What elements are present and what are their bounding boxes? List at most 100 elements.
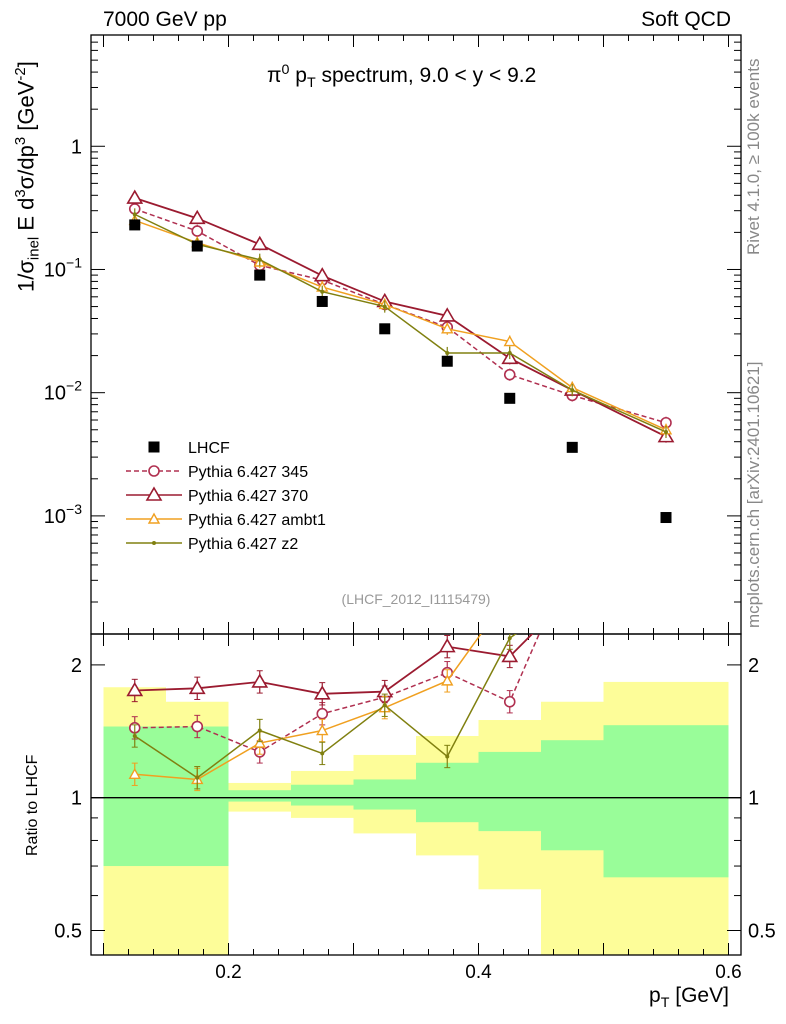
ratio-point-ambt1 xyxy=(661,477,671,486)
point-ambt1 xyxy=(503,335,516,347)
ratio-y-tick-label: 1 xyxy=(71,788,82,810)
point-z2 xyxy=(320,289,325,294)
title-p: p xyxy=(289,64,307,87)
header-right: Soft QCD xyxy=(641,8,731,31)
ratio-y-tick-label-right: 0.5 xyxy=(748,921,776,943)
main-series xyxy=(126,189,675,524)
ratio-point-p370 xyxy=(438,638,456,653)
series-line-z2 xyxy=(134,213,667,433)
ratio-point-p370 xyxy=(126,681,144,697)
point-z2 xyxy=(382,304,387,309)
ratio-point-p370 xyxy=(565,587,579,599)
chart-title: π0 pT spectrum, 9.0 < y < 9.2 xyxy=(267,62,536,91)
point-z2 xyxy=(257,257,262,262)
ratio-point-p345 xyxy=(503,695,516,708)
ratio-point-z2 xyxy=(570,592,574,596)
ratio-point-p345 xyxy=(191,720,204,733)
legend-label-p345: Pythia 6.427 345 xyxy=(188,464,308,481)
ratio-point-z2 xyxy=(507,636,512,641)
point-p370 xyxy=(126,189,144,204)
ratio-point-p370 xyxy=(313,685,331,700)
ratio-point-p345 xyxy=(661,453,671,463)
ratio-point-z2 xyxy=(195,775,200,780)
ratio-y-tick-label: 2 xyxy=(71,655,82,677)
green-band xyxy=(228,790,291,802)
legend-label-p370: Pythia 6.427 370 xyxy=(188,488,308,505)
ratio-y-tick-label-right: 2 xyxy=(748,655,759,677)
legend-label-data: LHCF xyxy=(188,440,230,457)
ratio-point-p370 xyxy=(501,647,519,663)
point-ambt1 xyxy=(441,322,454,334)
ratio-frame xyxy=(90,633,742,956)
point-p345 xyxy=(503,368,516,381)
green-band xyxy=(478,751,541,832)
y-tick-label: 10−3 xyxy=(44,501,82,528)
point-lhcf xyxy=(379,323,391,335)
point-z2 xyxy=(132,212,137,217)
ratio-point-p345 xyxy=(567,553,577,563)
series-line-ambt1 xyxy=(134,219,667,431)
point-p370 xyxy=(313,267,331,282)
x-axis-title: pT [GeV] xyxy=(649,984,729,1011)
legend-marker-ambt1 xyxy=(147,512,161,524)
ratio-point-p345 xyxy=(316,707,329,720)
xlabel-sub: T xyxy=(660,995,670,1012)
ratio-point-z2 xyxy=(320,751,325,756)
green-band xyxy=(353,779,416,810)
green-band xyxy=(603,725,729,878)
point-z2 xyxy=(445,350,450,355)
ratio-point-p370 xyxy=(251,673,269,688)
ratio-series xyxy=(126,453,671,792)
ratio-point-z2 xyxy=(382,703,387,708)
ratio-point-z2 xyxy=(257,728,262,733)
point-z2 xyxy=(570,388,575,393)
point-lhcf xyxy=(191,240,203,252)
point-lhcf xyxy=(129,219,141,231)
x-tick-label: 0.6 xyxy=(715,962,741,983)
legend-marker-data xyxy=(148,441,160,453)
y-tick-label: 10−2 xyxy=(44,378,82,405)
green-band xyxy=(541,740,604,851)
ratio-y-tick-label-right: 1 xyxy=(748,788,759,810)
title-sup: 0 xyxy=(281,62,290,78)
point-z2 xyxy=(507,350,512,355)
ratio-point-ambt1 xyxy=(253,736,266,748)
ratio-y-tick-label: 0.5 xyxy=(54,921,82,943)
ratio-point-z2 xyxy=(445,754,450,759)
ratio-point-p370 xyxy=(188,679,206,695)
point-p345 xyxy=(191,225,204,237)
point-p370 xyxy=(438,307,456,322)
y-tick-label: 1 xyxy=(71,136,82,158)
xlabel-p: p xyxy=(649,984,661,1007)
point-lhcf xyxy=(504,392,516,404)
title-sub: T xyxy=(306,75,316,92)
ratio-point-ambt1 xyxy=(505,589,515,598)
legend-marker-p370 xyxy=(145,486,163,501)
analysis-tag: (LHCF_2012_I1115479) xyxy=(342,591,491,607)
point-p370 xyxy=(251,235,269,251)
green-band xyxy=(291,784,354,806)
ratio-point-ambt1 xyxy=(441,674,454,686)
title-pi: π xyxy=(267,64,282,87)
point-lhcf xyxy=(660,512,672,524)
xlabel-rest: [GeV] xyxy=(669,984,729,1007)
x-tick-label: 0.2 xyxy=(215,962,241,983)
ratio-point-z2 xyxy=(132,733,137,738)
x-tick-label: 0.4 xyxy=(465,962,492,983)
point-lhcf xyxy=(566,441,578,453)
ratio-point-ambt1 xyxy=(567,582,577,591)
point-p370 xyxy=(188,209,206,225)
header-left: 7000 GeV pp xyxy=(103,8,227,31)
title-rest: spectrum, 9.0 < y < 9.2 xyxy=(315,64,537,87)
point-lhcf xyxy=(254,269,266,281)
ratio-point-ambt1 xyxy=(316,724,329,736)
series-line-p345 xyxy=(134,208,667,424)
legend-label-ambt1: Pythia 6.427 ambt1 xyxy=(188,512,326,529)
point-lhcf xyxy=(316,295,328,307)
y-tick-label: 10−1 xyxy=(44,254,82,281)
legend-marker-z2 xyxy=(152,541,156,545)
ratio-point-z2 xyxy=(664,491,668,495)
point-lhcf xyxy=(441,355,453,367)
legend-label-z2: Pythia 6.427 z2 xyxy=(188,536,298,553)
